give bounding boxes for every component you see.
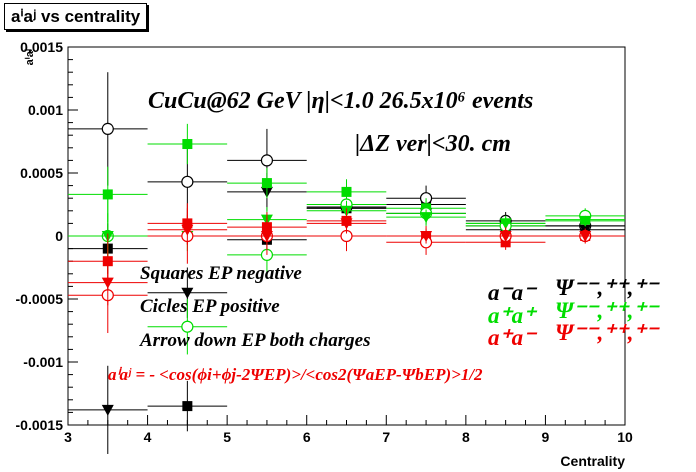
triangle-marker [579,215,592,227]
triangle-marker [340,218,353,230]
header-line-1: CuCu@62 GeV |η|<1.0 26.5x10⁶ events [148,88,533,114]
x-tick-label: 3 [64,429,72,445]
triangle-marker [420,212,433,224]
triangle-marker [181,287,194,299]
square-marker [261,178,272,189]
circle-marker [260,154,274,167]
data-point-red-triangle [465,229,546,243]
x-tick-label: 4 [144,429,152,445]
circle-marker [181,320,194,333]
triangle-marker [499,218,512,230]
formula: aⁱaʲ = - <cos(ϕi+ϕj-2ΨEP)>/<cos2(ΨaEP-Ψb… [108,365,483,384]
triangle-marker [260,231,273,242]
data-marks [68,72,625,454]
y-axis-label: aⁱaʲ [23,49,36,65]
data-point-red-triangle [306,213,387,234]
y-tick-label: 0 [55,228,63,244]
pair-plus-minus: a⁺a⁻ [488,325,538,350]
y-tick-label: 0.001 [28,102,63,118]
data-point-red-triangle [68,259,148,306]
square-marker [182,139,193,150]
data-point-red-triangle [147,214,228,245]
legend-arrows: Arrow down EP both charges [139,330,371,351]
psi-red: Ψ⁻⁻,⁺⁺,⁺⁻ [555,320,661,345]
x-tick-label: 7 [382,429,390,445]
x-tick-label: 9 [542,429,550,445]
x-tick-label: 5 [223,429,231,445]
x-tick-label: 10 [617,429,633,445]
square-marker [182,401,193,412]
pair-plus-plus: a⁺a⁺ [488,303,538,328]
triangle-marker [101,404,114,416]
y-tick-label: -0.0005 [16,291,64,307]
triangle-marker [579,231,592,242]
data-point-green-triangle [545,215,625,227]
chart-title: aⁱaʲ vs centrality [4,3,148,30]
data-point-red-triangle [227,223,307,249]
triangle-marker [420,231,433,242]
data-point-red-circle [306,220,387,252]
square-marker [102,189,113,200]
legend-circles: Cicles EP positive [140,296,280,317]
circle-marker [181,175,194,188]
axes: 3 4 5 6 7 8 9 10 -0.0015 -0.001 -0.0005 0 0.0005 0.00… [16,39,633,469]
data-point-green-circle [147,299,228,355]
data-point-green-triangle [386,209,466,225]
triangle-marker [101,277,114,289]
triangle-marker [181,224,194,236]
data-point-black-triangle [68,365,148,454]
triangle-marker [499,231,512,242]
data-point-red-triangle [386,228,466,244]
x-tick-label: 6 [303,429,311,445]
y-tick-label: -0.0015 [16,417,64,433]
y-tick-label: -0.001 [23,354,63,370]
annotations: CuCu@62 GeV |η|<1.0 26.5x10⁶ events |ΔZ v… [108,88,661,384]
legend-squares: Squares EP negative [140,263,302,284]
data-point-green-square [147,123,228,165]
psi-green: Ψ⁻⁻,⁺⁺,⁺⁻ [555,298,661,323]
y-tick-label: 0.0015 [20,39,63,55]
data-point-green-square [227,167,307,199]
data-point-red-triangle [545,230,625,242]
y-tick-label: 0.0005 [20,165,63,181]
psi-black: Ψ⁻⁻,⁺⁺,⁺⁻ [555,275,661,300]
data-point-black-square [147,380,228,432]
x-axis-label: Centrality [560,453,625,469]
circle-marker [101,122,114,135]
header-line-2: |ΔZ ver|<30. cm [355,131,511,157]
x-tick-label: 8 [462,429,470,445]
pair-minus-minus: a⁻a⁻ [488,280,538,305]
